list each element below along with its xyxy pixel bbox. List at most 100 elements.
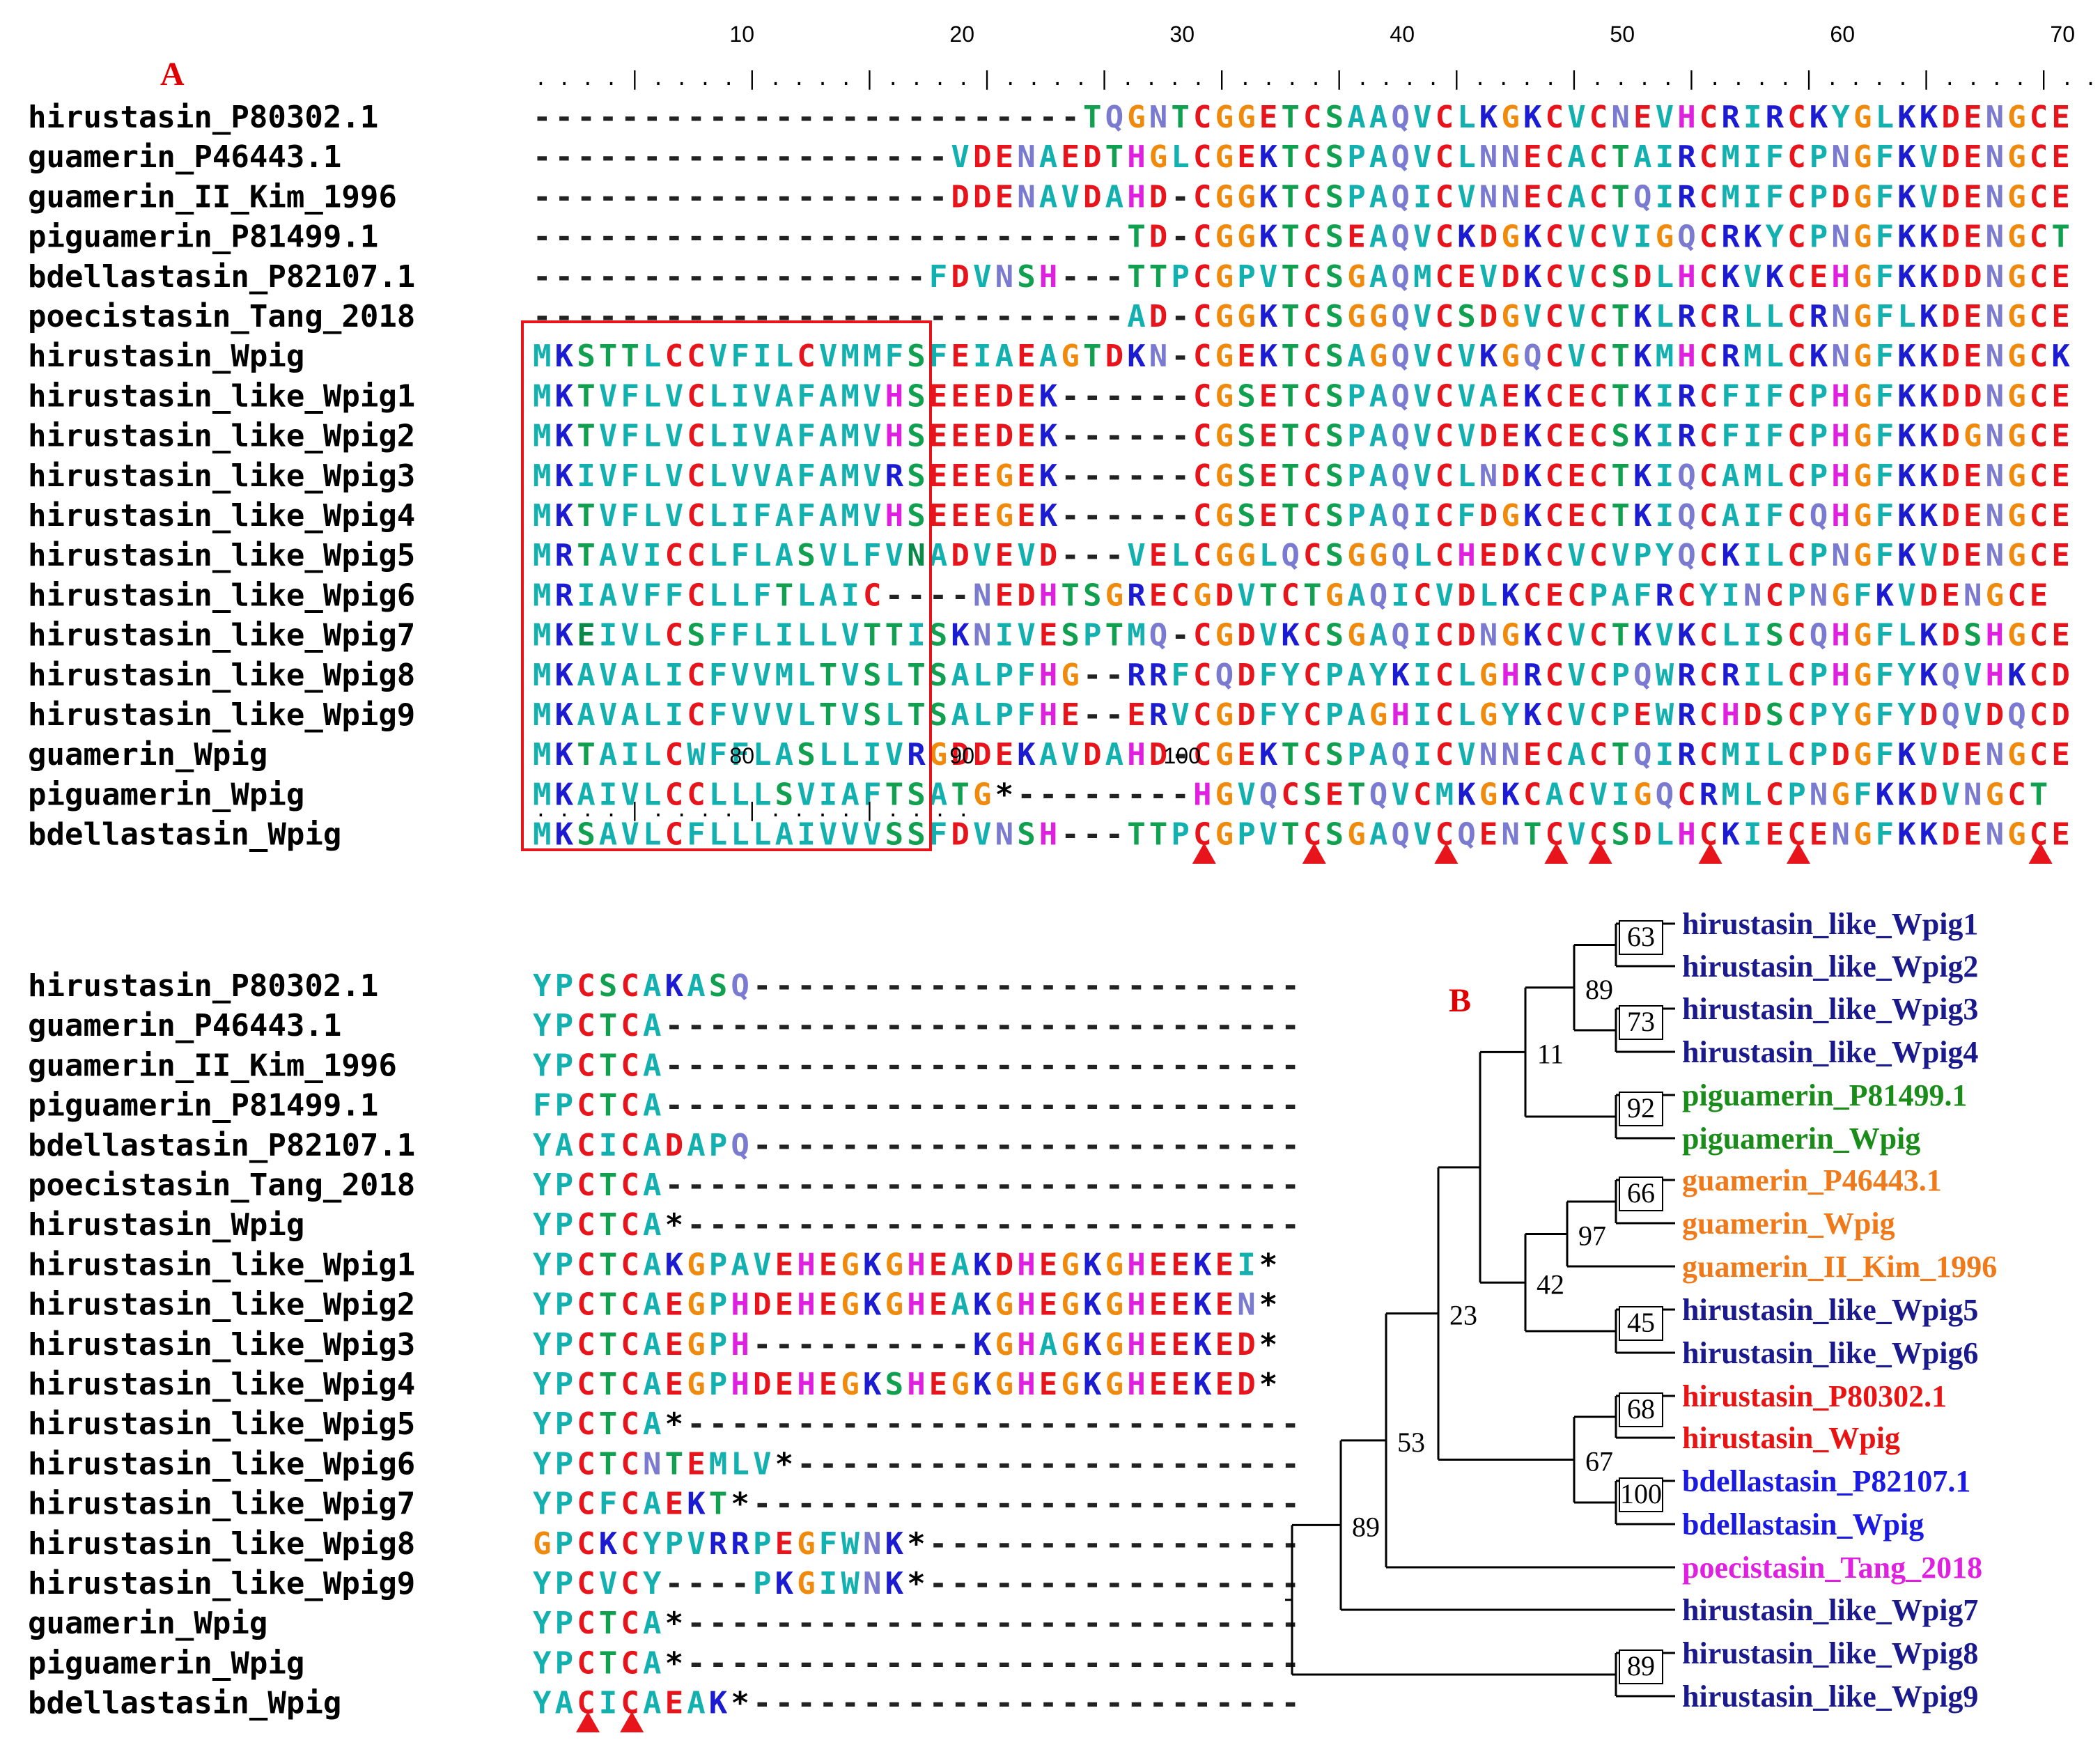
- residue: V: [665, 498, 684, 534]
- residue: -: [995, 1167, 1014, 1203]
- residue: H: [1831, 658, 1850, 693]
- residue: C: [1193, 498, 1212, 534]
- residue: G: [1237, 219, 1256, 255]
- residue: -: [1193, 1606, 1212, 1641]
- residue: M: [533, 498, 552, 534]
- residue: E: [973, 419, 992, 454]
- residue: -: [973, 1606, 992, 1641]
- residue: C: [1523, 577, 1542, 613]
- residue: -: [1237, 1406, 1256, 1442]
- residue: -: [577, 219, 596, 255]
- residue: I: [1743, 817, 1762, 853]
- residue: -: [753, 1048, 772, 1083]
- residue: T: [1611, 299, 1630, 334]
- residue: D: [1501, 458, 1520, 494]
- residue: -: [687, 1167, 706, 1203]
- residue: -: [775, 1606, 794, 1641]
- residue: I: [995, 618, 1014, 653]
- residue: -: [621, 139, 639, 175]
- residue: -: [753, 219, 772, 255]
- residue: E: [995, 577, 1014, 613]
- residue: C: [1589, 458, 1608, 494]
- residue: C: [577, 1566, 596, 1601]
- residue: L: [753, 777, 772, 812]
- residue: -: [885, 219, 904, 255]
- residue: P: [555, 1606, 574, 1641]
- residue: G: [2007, 299, 2026, 334]
- residue: K: [1017, 737, 1036, 772]
- residue: T: [1611, 339, 1630, 374]
- residue: -: [1105, 658, 1124, 693]
- residue: C: [621, 1486, 639, 1522]
- residue: C: [577, 1526, 596, 1562]
- residue: E: [1523, 139, 1542, 175]
- residue: T: [1281, 100, 1300, 135]
- residue: V: [863, 378, 882, 414]
- residue: P: [1325, 658, 1344, 693]
- residue: V: [621, 817, 639, 853]
- residue: I: [1611, 777, 1630, 812]
- residue: V: [1589, 777, 1608, 812]
- residue: H: [731, 1367, 749, 1402]
- residue: -: [863, 1088, 882, 1124]
- residue: F: [1853, 777, 1872, 812]
- residue: P: [555, 1566, 574, 1601]
- residue: -: [885, 299, 904, 334]
- residue: T: [1523, 817, 1542, 853]
- residue: -: [687, 1566, 706, 1601]
- residue: -: [841, 259, 860, 295]
- residue: E: [775, 1526, 794, 1562]
- residue: P: [555, 1088, 574, 1124]
- residue: -: [951, 1327, 970, 1362]
- residue: A: [643, 1287, 662, 1323]
- residue: K: [1721, 817, 1740, 853]
- bootstrap-box: [1619, 1477, 1663, 1512]
- residue: T: [1281, 737, 1300, 772]
- residue: -: [1215, 1486, 1234, 1522]
- residue: K: [687, 1486, 706, 1522]
- residue: N: [1501, 139, 1520, 175]
- residue: -: [1281, 1686, 1300, 1721]
- residue: -: [1149, 1128, 1168, 1163]
- residue: -: [709, 1008, 728, 1043]
- residue: K: [1810, 100, 1828, 135]
- residue: M: [841, 378, 860, 414]
- bootstrap-value: 42: [1537, 1268, 1564, 1300]
- residue: N: [1479, 139, 1498, 175]
- residue: V: [775, 697, 794, 733]
- residue: -: [1215, 1446, 1234, 1482]
- residue: M: [533, 618, 552, 653]
- bootstrap-value: 11: [1537, 1038, 1564, 1069]
- bootstrap-value: 89: [1627, 1650, 1655, 1682]
- residue: *: [665, 1406, 684, 1442]
- residue: P: [555, 1048, 574, 1083]
- residue: -: [1083, 968, 1102, 1004]
- residue: -: [1193, 1167, 1212, 1203]
- residue: I: [599, 777, 618, 812]
- residue: P: [709, 1367, 728, 1402]
- residue: -: [1039, 1048, 1058, 1083]
- residue: K: [1876, 577, 1895, 613]
- residue: -: [533, 100, 552, 135]
- residue: -: [863, 1446, 882, 1482]
- residue: E: [1567, 498, 1586, 534]
- residue: V: [1413, 378, 1432, 414]
- residue: C: [1787, 658, 1806, 693]
- residue: -: [731, 1167, 749, 1203]
- residue: N: [1831, 817, 1850, 853]
- residue: P: [1347, 498, 1366, 534]
- residue: A: [1546, 777, 1564, 812]
- residue: L: [709, 378, 728, 414]
- residue: C: [1700, 458, 1718, 494]
- residue: G: [841, 1247, 860, 1282]
- residue: A: [643, 1406, 662, 1442]
- residue: V: [1920, 538, 1938, 573]
- residue: -: [1281, 1207, 1300, 1243]
- residue: L: [1766, 538, 1784, 573]
- residue: -: [885, 1446, 904, 1482]
- residue: -: [1149, 1446, 1168, 1482]
- residue: L: [973, 697, 992, 733]
- residue: W: [687, 737, 706, 772]
